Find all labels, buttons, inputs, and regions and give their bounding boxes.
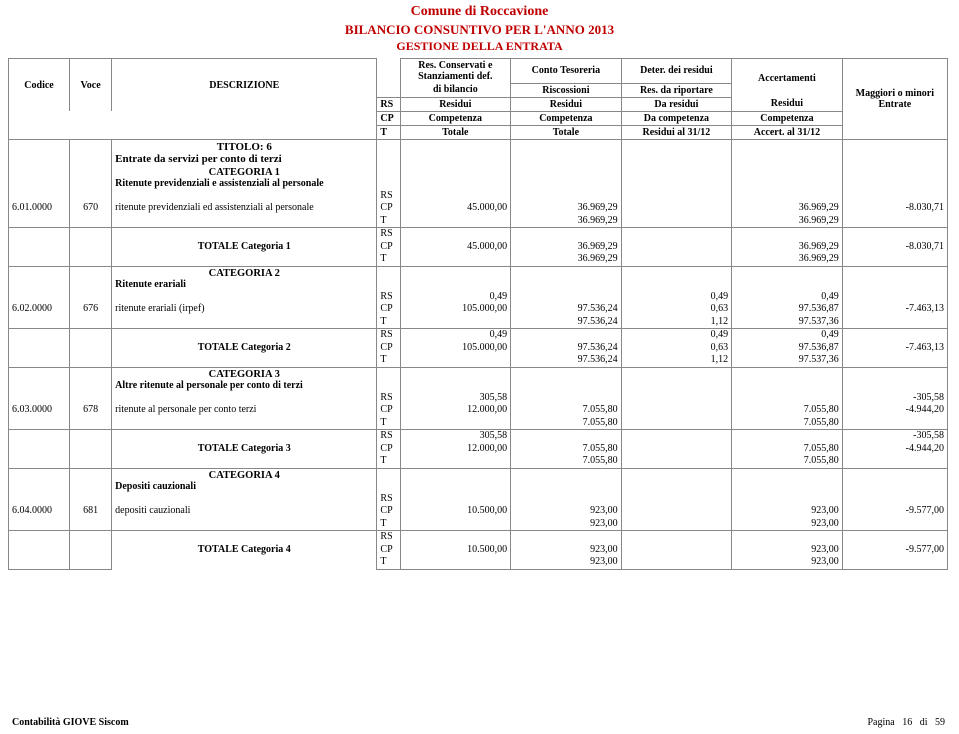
cat2-tot-label: TOTALE Categoria 2	[112, 329, 377, 368]
cat4-voce: 681	[70, 493, 112, 531]
cat2-tot-rs: TOTALE Categoria 2 RS 0,49 0,49 0,49	[9, 329, 948, 342]
cat1-title: CATEGORIA 1	[115, 167, 373, 178]
titolo-sub: Entrate da servizi per conto di terzi	[115, 153, 373, 165]
cat1-subtitle: Ritenute previdenziali e assistenziali a…	[115, 178, 373, 189]
cat1-tot-label: TOTALE Categoria 1	[112, 228, 377, 267]
cat2-header: CATEGORIA 2 Ritenute erariali	[9, 266, 948, 291]
cat3-header: CATEGORIA 3 Altre ritenute al personale …	[9, 367, 948, 392]
cat1-codice: 6.01.0000	[9, 190, 70, 228]
cat3-subtitle: Altre ritenute al personale per conto di…	[115, 380, 373, 391]
header-row-t: T Totale Totale Residui al 31/12 Accert.…	[9, 125, 948, 139]
footer-page: Pagina 16 di 59	[868, 717, 946, 728]
header-row-cp: CP Competenza Competenza Da competenza C…	[9, 111, 948, 125]
cat3-voce: 678	[70, 392, 112, 430]
cat2-subtitle: Ritenute erariali	[115, 279, 373, 290]
label-t: T	[377, 125, 400, 139]
cat1-tot-rs: TOTALE Categoria 1 RS	[9, 228, 948, 241]
col-riscossioni: Riscossioni	[511, 83, 622, 97]
cat3-tot-label: TOTALE Categoria 3	[112, 430, 377, 469]
titolo-label: TITOLO: 6 Entrate da servizi per conto d…	[112, 139, 377, 166]
cat2-desc: ritenute erariali (irpef)	[112, 291, 377, 329]
cat2-title: CATEGORIA 2	[115, 268, 373, 279]
cat3-codice: 6.03.0000	[9, 392, 70, 430]
cat1-header: CATEGORIA 1 Ritenute previdenziali e ass…	[9, 166, 948, 190]
cat4-tot-label: TOTALE Categoria 4	[112, 531, 377, 570]
cat4-header: CATEGORIA 4 Depositi cauzionali	[9, 468, 948, 493]
cat3-row-rs: 6.03.0000 678 ritenute al personale per …	[9, 392, 948, 405]
cat1-voce: 670	[70, 190, 112, 228]
titolo-row: TITOLO: 6 Entrate da servizi per conto d…	[9, 139, 948, 166]
budget-table: Codice Voce DESCRIZIONE Res. Conservati …	[8, 58, 948, 570]
col-deter: Deter. dei residui	[621, 59, 732, 84]
cat3-desc: ritenute al personale per conto terzi	[112, 392, 377, 430]
label-rs: RS	[377, 97, 400, 111]
cat1-row-rs: 6.01.0000 670 ritenute previdenziali ed …	[9, 190, 948, 203]
col-conto-tes: Conto Tesoreria	[511, 59, 622, 84]
col-stanz-1: Res. Conservati eStanziamenti def.	[400, 59, 511, 84]
page-title-2: BILANCIO CONSUNTIVO PER L'ANNO 2013	[0, 22, 959, 38]
cat1-desc: ritenute previdenziali ed assistenziali …	[112, 190, 377, 228]
header-row-1: Codice Voce DESCRIZIONE Res. Conservati …	[9, 59, 948, 84]
col-descrizione: DESCRIZIONE	[112, 59, 377, 112]
footer-software: Contabilità GIOVE Siscom	[12, 717, 129, 728]
cat3-title: CATEGORIA 3	[115, 369, 373, 380]
page-footer: Contabilità GIOVE Siscom Pagina 16 di 59	[12, 717, 945, 728]
cat4-codice: 6.04.0000	[9, 493, 70, 531]
cat2-row-rs: 6.02.0000 676 ritenute erariali (irpef) …	[9, 291, 948, 304]
cat2-codice: 6.02.0000	[9, 291, 70, 329]
col-res-da-rip: Res. da riportare	[621, 83, 732, 97]
page-title-1: Comune di Roccavione	[0, 0, 959, 20]
col-maggiori: Maggiori o minoriEntrate	[842, 59, 947, 140]
col-stanz-3: di bilancio	[400, 83, 511, 97]
page-title-3: GESTIONE DELLA ENTRATA	[0, 39, 959, 54]
cat4-desc: depositi cauzionali	[112, 493, 377, 531]
col-accert: Accertamenti	[732, 59, 843, 98]
cat4-subtitle: Depositi cauzionali	[115, 481, 373, 492]
cat3-tot-rs: TOTALE Categoria 3 RS 305,58 -305,58	[9, 430, 948, 443]
label-cp: CP	[377, 111, 400, 125]
cat4-tot-rs: TOTALE Categoria 4 RS	[9, 531, 948, 544]
cat4-title: CATEGORIA 4	[115, 470, 373, 481]
col-voce: Voce	[70, 59, 112, 112]
col-codice: Codice	[9, 59, 70, 112]
cat4-row-rs: 6.04.0000 681 depositi cauzionali RS	[9, 493, 948, 506]
cat2-voce: 676	[70, 291, 112, 329]
